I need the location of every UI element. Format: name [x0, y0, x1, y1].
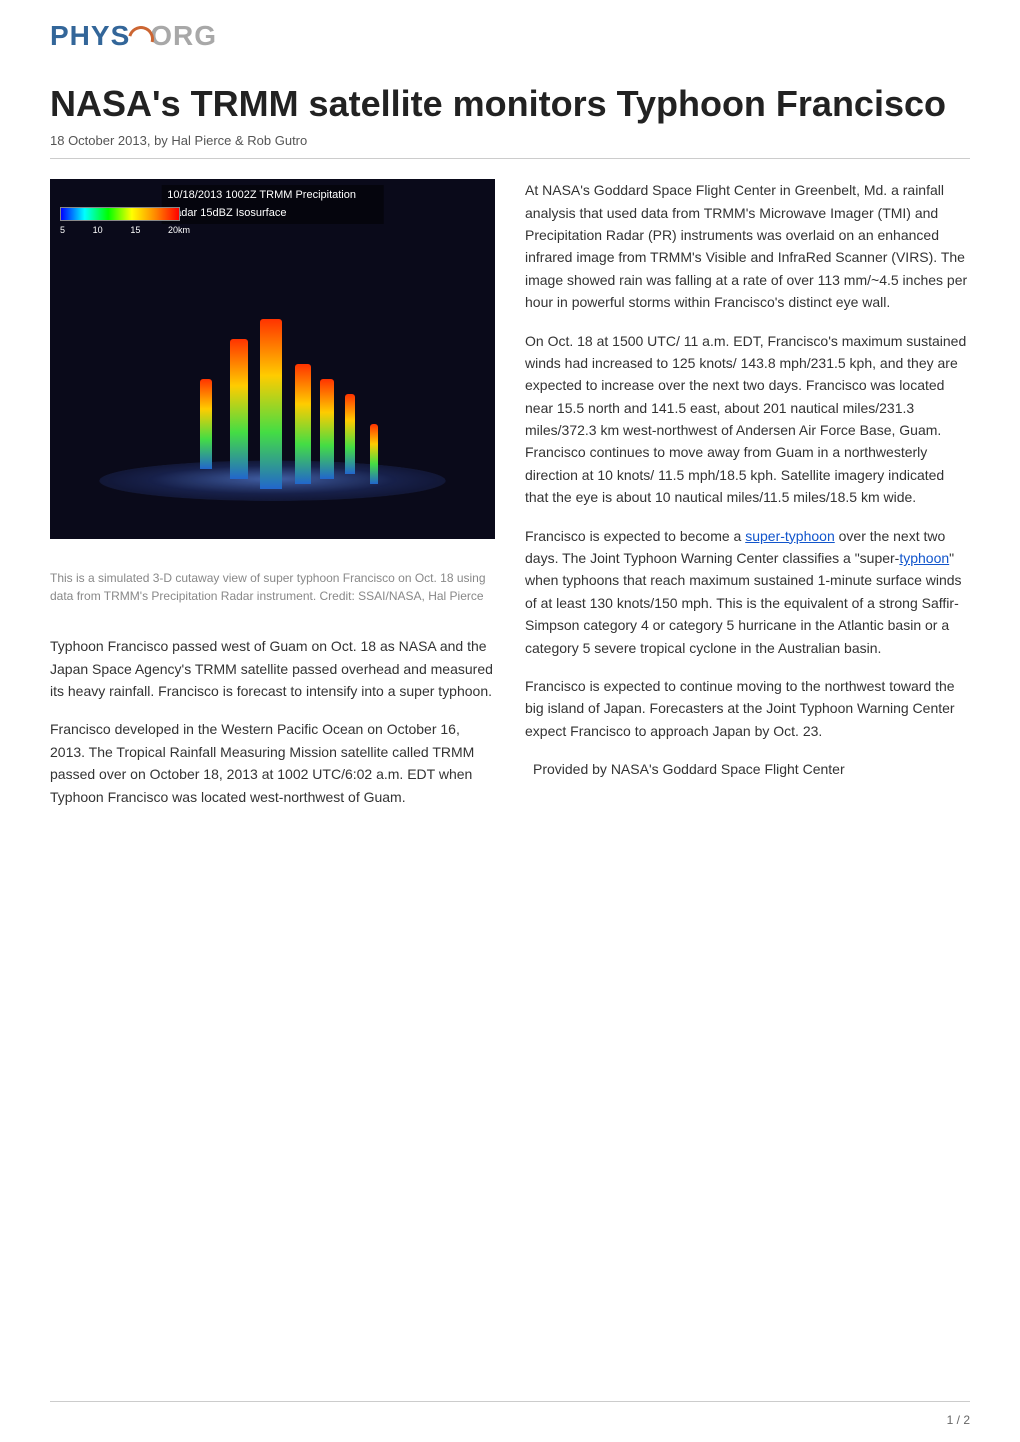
paragraph-text: Francisco is expected to become a	[525, 528, 745, 544]
storm-visualization	[50, 279, 495, 539]
logo-phys: PHYS	[50, 20, 130, 51]
storm-tower	[200, 379, 212, 469]
scale-label: 20km	[168, 223, 190, 237]
figure-image: 10/18/2013 1002Z TRMM Precipitation Rada…	[50, 179, 495, 539]
site-logo: PHYS ORG	[50, 20, 970, 52]
color-scale-labels: 5 10 15 20km	[60, 223, 190, 237]
logo-swirl-icon	[128, 26, 152, 50]
figure-title-bar: 10/18/2013 1002Z TRMM Precipitation Rada…	[161, 185, 384, 224]
storm-tower	[345, 394, 355, 474]
article-byline: 18 October 2013, by Hal Pierce & Rob Gut…	[50, 133, 970, 148]
scale-label: 10	[93, 223, 103, 237]
article-paragraph: Typhoon Francisco passed west of Guam on…	[50, 635, 495, 702]
footer-divider	[50, 1401, 970, 1402]
article-paragraph: Francisco is expected to continue moving…	[525, 675, 970, 742]
figure-caption: This is a simulated 3-D cutaway view of …	[50, 569, 495, 605]
page-number: 1 / 2	[947, 1413, 970, 1427]
storm-tower	[320, 379, 334, 479]
scale-label: 15	[130, 223, 140, 237]
article-paragraph: Francisco is expected to become a super-…	[525, 525, 970, 659]
article-paragraph: At NASA's Goddard Space Flight Center in…	[525, 179, 970, 313]
storm-tower	[370, 424, 378, 484]
article-headline: NASA's TRMM satellite monitors Typhoon F…	[50, 82, 970, 125]
article-body: 10/18/2013 1002Z TRMM Precipitation Rada…	[50, 179, 970, 810]
color-scale-bar	[60, 207, 180, 221]
super-typhoon-link[interactable]: super-typhoon	[745, 528, 835, 544]
scale-label: 5	[60, 223, 65, 237]
header-divider	[50, 158, 970, 159]
typhoon-link[interactable]: typhoon	[899, 550, 949, 566]
article-paragraph: On Oct. 18 at 1500 UTC/ 11 a.m. EDT, Fra…	[525, 330, 970, 509]
provided-by: Provided by NASA's Goddard Space Flight …	[525, 758, 970, 780]
article-paragraph: Francisco developed in the Western Pacif…	[50, 718, 495, 808]
storm-tower	[230, 339, 248, 479]
article-figure: 10/18/2013 1002Z TRMM Precipitation Rada…	[50, 179, 495, 605]
logo-org: ORG	[150, 20, 217, 51]
storm-tower	[260, 319, 282, 489]
storm-tower	[295, 364, 311, 484]
